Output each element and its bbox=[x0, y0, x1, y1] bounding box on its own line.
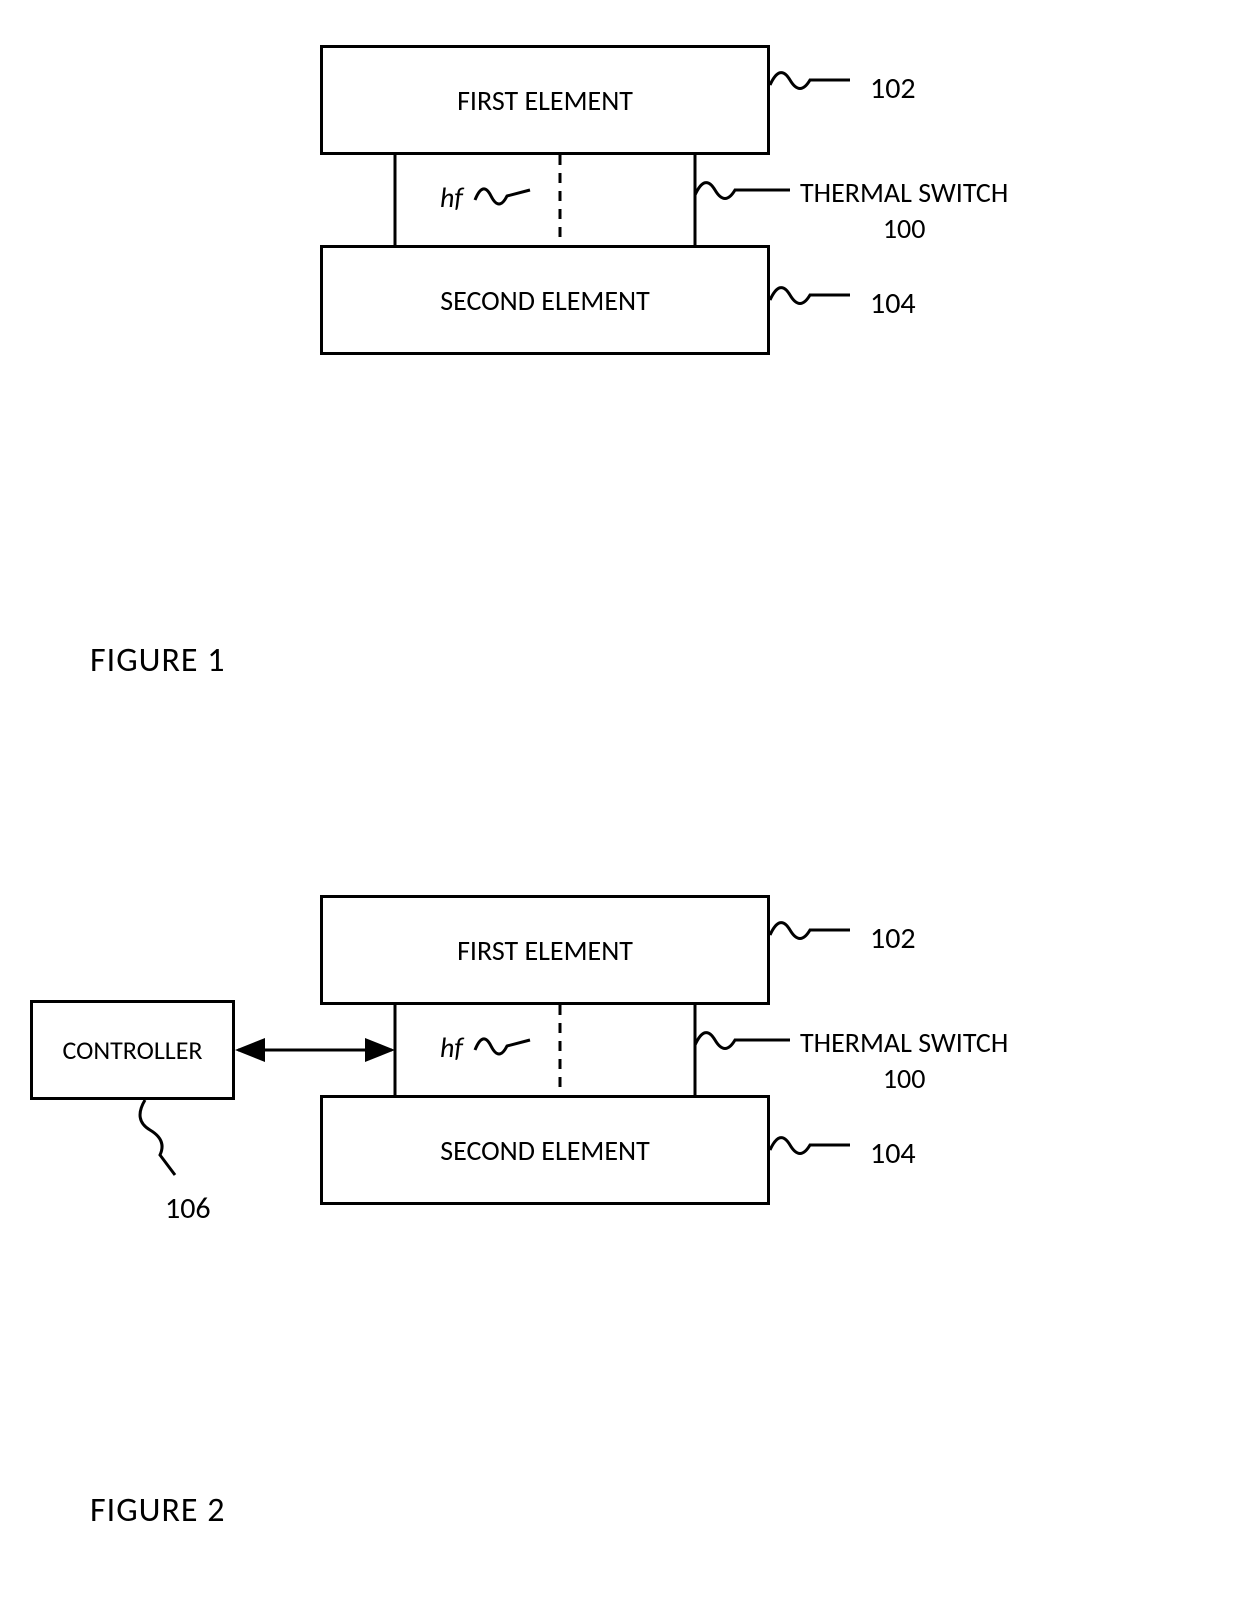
fig2-title: FIGURE 2 bbox=[90, 1490, 225, 1531]
fig2-controller-text: CONTROLLER bbox=[62, 1034, 202, 1066]
fig1-title: FIGURE 1 bbox=[90, 640, 225, 681]
fig1-second-element-box: SECOND ELEMENT bbox=[320, 245, 770, 355]
fig2-hf-squiggle bbox=[475, 1039, 530, 1054]
fig1-thermal-switch-num: 100 bbox=[800, 211, 1008, 247]
svg-layer bbox=[0, 0, 1240, 1610]
fig2-thermal-switch-num: 100 bbox=[800, 1061, 1008, 1097]
fig1-ref-104: 104 bbox=[870, 285, 916, 322]
fig1-first-element-text: FIRST ELEMENT bbox=[457, 83, 633, 118]
fig1-second-element-text: SECOND ELEMENT bbox=[440, 283, 650, 318]
fig1-hf-label: hf bbox=[440, 180, 463, 215]
fig1-thermal-switch-text: THERMAL SWITCH bbox=[800, 175, 1008, 210]
diagram-canvas: FIRST ELEMENT SECOND ELEMENT 102 104 THE… bbox=[0, 0, 1240, 1610]
fig2-thermal-switch-label: THERMAL SWITCH 100 bbox=[800, 1025, 1008, 1098]
fig2-thermal-switch-text: THERMAL SWITCH bbox=[800, 1025, 1008, 1060]
fig1-first-element-box: FIRST ELEMENT bbox=[320, 45, 770, 155]
fig2-ref-104: 104 bbox=[870, 1135, 916, 1172]
fig1-ref-102: 102 bbox=[870, 70, 916, 107]
fig2-ref-102: 102 bbox=[870, 920, 916, 957]
fig2-controller-box: CONTROLLER bbox=[30, 1000, 235, 1100]
fig1-hf-squiggle bbox=[475, 189, 530, 204]
fig2-thermal-switch-leader bbox=[695, 1033, 790, 1049]
fig2-hf-label: hf bbox=[440, 1030, 463, 1065]
fig2-controller-leader bbox=[140, 1100, 175, 1175]
fig2-first-element-leader bbox=[770, 923, 850, 939]
fig2-second-element-box: SECOND ELEMENT bbox=[320, 1095, 770, 1205]
fig2-first-element-text: FIRST ELEMENT bbox=[457, 933, 633, 968]
fig2-first-element-box: FIRST ELEMENT bbox=[320, 895, 770, 1005]
fig1-thermal-switch-label: THERMAL SWITCH 100 bbox=[800, 175, 1008, 248]
fig1-thermal-switch-leader bbox=[695, 183, 790, 199]
fig2-ref-106: 106 bbox=[165, 1190, 211, 1227]
fig2-second-element-leader bbox=[770, 1138, 850, 1154]
fig2-second-element-text: SECOND ELEMENT bbox=[440, 1133, 650, 1168]
fig1-first-element-leader bbox=[770, 73, 850, 89]
fig1-second-element-leader bbox=[770, 288, 850, 304]
